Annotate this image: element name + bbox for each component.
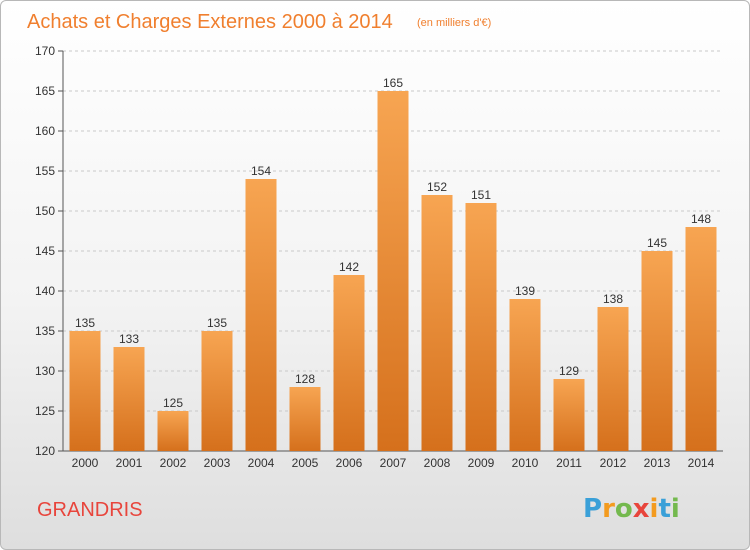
bars: 135 133 125 135 154 128 142 165 152 151 139 129 138 1… <box>69 76 717 451</box>
y-tick-label: 165 <box>35 84 55 98</box>
y-tick-label: 160 <box>35 124 55 138</box>
x-tick-label: 2007 <box>380 456 407 470</box>
bar <box>509 299 541 451</box>
x-tick-label: 2013 <box>644 456 671 470</box>
y-tick-label: 130 <box>35 364 55 378</box>
bar <box>377 91 409 451</box>
bar <box>641 251 673 451</box>
logo-letter: o <box>615 494 633 524</box>
y-tick-label: 170 <box>35 44 55 58</box>
data-label: 148 <box>691 212 711 226</box>
data-label: 152 <box>427 180 447 194</box>
x-tick-label: 2014 <box>688 456 715 470</box>
y-tick-label: 150 <box>35 204 55 218</box>
x-tick-label: 2011 <box>556 456 582 470</box>
y-tick-label: 135 <box>35 324 55 338</box>
commune-name: GRANDRIS <box>37 499 143 521</box>
bar <box>157 411 189 451</box>
data-label: 139 <box>515 284 535 298</box>
x-tick-label: 2008 <box>424 456 451 470</box>
data-label: 125 <box>163 396 183 410</box>
bar <box>245 179 277 451</box>
data-label: 135 <box>75 316 95 330</box>
chart-subtitle: (en milliers d'€) <box>417 17 491 29</box>
x-tick-label: 2009 <box>468 456 495 470</box>
bar <box>553 379 585 451</box>
x-tick-label: 2010 <box>512 456 539 470</box>
x-tick-label: 2004 <box>248 456 275 470</box>
x-tick-label: 2003 <box>204 456 231 470</box>
x-tick-label: 2012 <box>600 456 627 470</box>
bar <box>465 203 497 451</box>
data-label: 154 <box>251 164 271 178</box>
x-tick-label: 2001 <box>116 456 143 470</box>
logo-letter: P <box>583 494 602 524</box>
logo-letter: i <box>671 494 680 524</box>
data-label: 133 <box>119 332 139 346</box>
logo-letter: t <box>658 494 670 524</box>
logo-letter: r <box>602 494 615 524</box>
y-tick-label: 155 <box>35 164 55 178</box>
chart-title: Achats et Charges Externes 2000 à 2014 <box>27 11 393 33</box>
data-label: 135 <box>207 316 227 330</box>
y-tick-label: 125 <box>35 404 55 418</box>
proxiti-logo: Proxiti <box>583 494 680 524</box>
logo-letter: x <box>633 494 650 524</box>
x-tick-label: 2005 <box>292 456 319 470</box>
data-label: 145 <box>647 236 667 250</box>
x-tick-label: 2000 <box>72 456 99 470</box>
bar <box>685 227 717 451</box>
bar <box>69 331 101 451</box>
data-label: 138 <box>603 292 623 306</box>
x-tick-label: 2006 <box>336 456 363 470</box>
bar <box>201 331 233 451</box>
bar <box>333 275 365 451</box>
data-label: 129 <box>559 364 579 378</box>
y-tick-label: 120 <box>35 444 55 458</box>
bar <box>597 307 629 451</box>
bar <box>289 387 321 451</box>
data-label: 165 <box>383 76 403 90</box>
bar <box>421 195 453 451</box>
data-label: 151 <box>471 188 491 202</box>
y-tick-label: 140 <box>35 284 55 298</box>
bar <box>113 347 145 451</box>
x-tick-label: 2002 <box>160 456 187 470</box>
y-tick-label: 145 <box>35 244 55 258</box>
logo-letter: i <box>650 494 659 524</box>
data-label: 128 <box>295 372 315 386</box>
data-label: 142 <box>339 260 359 274</box>
